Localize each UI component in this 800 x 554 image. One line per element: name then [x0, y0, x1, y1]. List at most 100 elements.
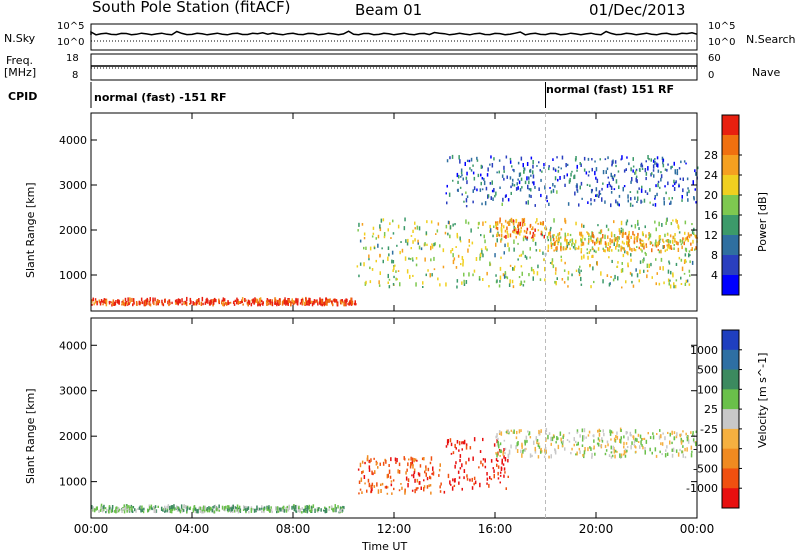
echo-cell [622, 234, 624, 238]
echo-cell [606, 440, 609, 444]
echo-cell [436, 229, 439, 233]
echo-cell [632, 165, 635, 168]
echo-cell [669, 202, 671, 205]
echo-cell [614, 274, 616, 280]
echo-cell [654, 203, 657, 207]
echo-cell [678, 185, 680, 187]
echo-cell [547, 434, 549, 440]
echo-cell [164, 507, 167, 512]
echo-cell [610, 455, 613, 459]
echo-cell [614, 238, 617, 242]
echo-cell [325, 297, 327, 302]
echo-cell [631, 280, 633, 284]
echo-cell [429, 475, 431, 479]
echo-cell [411, 474, 413, 477]
echo-cell [655, 184, 657, 188]
echo-cell [131, 506, 133, 511]
echo-cell [414, 458, 417, 462]
echo-cell [550, 226, 552, 230]
colorbar-swatch [722, 369, 739, 390]
echo-cell [626, 446, 629, 449]
echo-cell [592, 266, 594, 271]
echo-cell [298, 505, 300, 510]
echo-cell [668, 282, 670, 286]
echo-cell [682, 177, 684, 181]
echo-cell [133, 301, 135, 305]
echo-cell [632, 157, 634, 161]
echo-cell [224, 506, 226, 511]
echo-cell [132, 298, 135, 303]
echo-cell [149, 303, 152, 307]
echo-cell [484, 239, 486, 244]
echo-cell [672, 447, 675, 452]
echo-cell [377, 466, 379, 469]
echo-cell [601, 439, 604, 443]
echo-cell [560, 167, 562, 170]
echo-cell [667, 278, 670, 282]
echo-cell [496, 439, 498, 444]
echo-cell [463, 439, 466, 445]
echo-cell [596, 193, 598, 198]
echo-cell [366, 457, 369, 462]
echo-cell [544, 447, 547, 451]
echo-cell [545, 449, 547, 454]
echo-cell [593, 249, 596, 253]
echo-cell [401, 248, 404, 253]
echo-cell [606, 247, 609, 252]
echo-cell [589, 446, 591, 449]
echo-cell [677, 452, 680, 457]
echo-cell [100, 299, 103, 302]
echo-cell [628, 239, 631, 243]
echo-cell [673, 187, 676, 191]
echo-cell [607, 228, 610, 232]
echo-cell [648, 263, 650, 268]
echo-cell [369, 246, 372, 251]
echo-cell [392, 269, 394, 272]
echo-cell [407, 483, 409, 488]
echo-cell [560, 242, 562, 246]
echo-cell [186, 508, 188, 511]
echo-cell [575, 156, 577, 161]
echo-cell [465, 280, 468, 284]
echo-cell [308, 504, 310, 510]
echo-cell [277, 299, 279, 303]
echo-cell [667, 269, 670, 274]
echo-cell [669, 234, 672, 238]
echo-cell [540, 222, 542, 226]
echo-cell [493, 443, 496, 447]
echo-cell [557, 444, 560, 450]
colorbar-swatch [722, 448, 739, 469]
echo-cell [636, 246, 638, 248]
echo-cell [666, 248, 668, 251]
echo-cell [461, 281, 463, 285]
echo-cell [354, 300, 356, 305]
echo-cell [241, 297, 244, 302]
echo-cell [646, 263, 649, 268]
echo-cell [588, 238, 590, 241]
echo-cell [662, 266, 664, 271]
echo-cell [666, 244, 668, 247]
echo-cell [519, 188, 522, 192]
echo-cell [171, 505, 173, 510]
echo-cell [393, 275, 395, 279]
echo-cell [576, 429, 579, 433]
echo-cell [694, 188, 696, 191]
echo-cell [465, 191, 467, 194]
echo-cell [536, 218, 538, 222]
echo-cell [660, 434, 662, 439]
echo-cell [630, 248, 632, 251]
echo-cell [409, 465, 412, 469]
echo-cell [527, 200, 529, 205]
echo-cell [446, 159, 449, 163]
echo-cell [693, 196, 695, 199]
echo-cell [466, 195, 469, 198]
echo-cell [307, 299, 309, 304]
echo-cell [644, 168, 647, 173]
echo-cell [356, 265, 359, 268]
echo-cell [608, 247, 611, 251]
echo-cell [523, 235, 525, 239]
echo-cell [387, 256, 389, 261]
echo-cell [584, 237, 586, 241]
echo-cell [287, 302, 289, 306]
echo-cell [465, 205, 468, 208]
